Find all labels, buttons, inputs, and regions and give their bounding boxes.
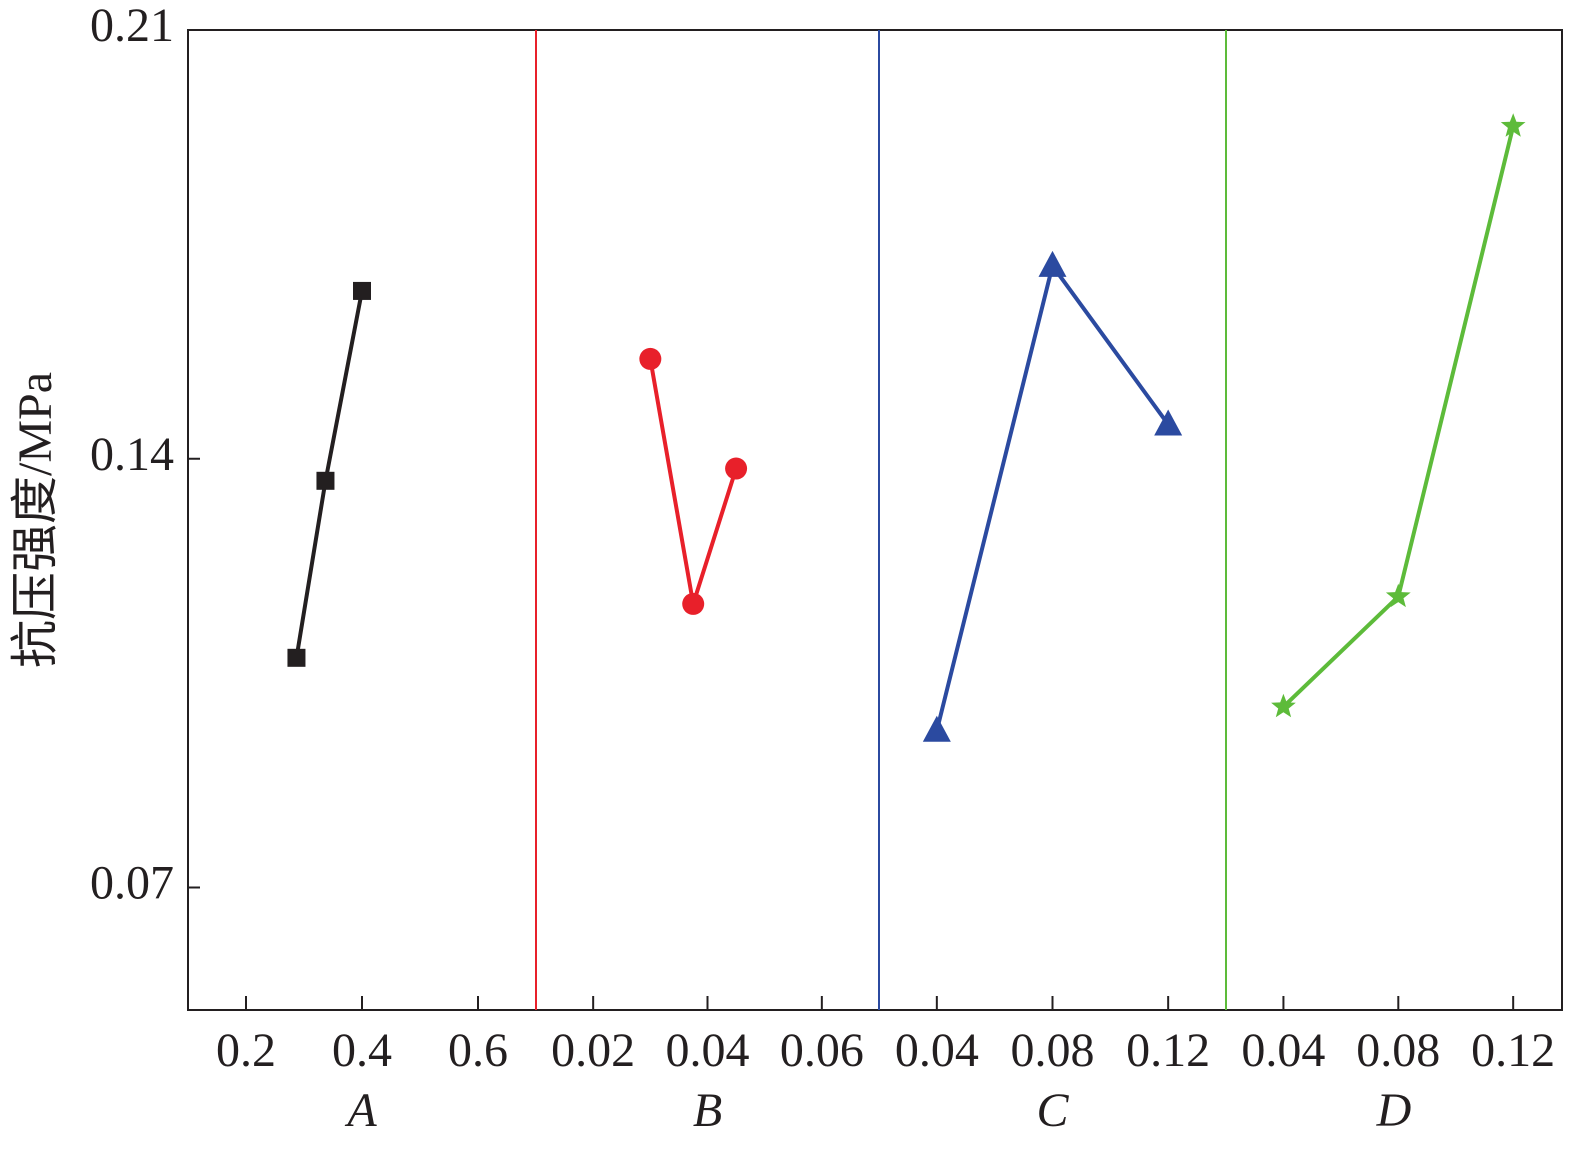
x-tick-label: 0.12 (1126, 1024, 1210, 1077)
data-point (353, 281, 371, 300)
y-tick-label: 0.07 (90, 857, 174, 910)
x-tick-label: 0.4 (332, 1024, 392, 1077)
x-tick-label: 0.08 (1356, 1024, 1440, 1077)
x-axis-label: B (693, 1084, 722, 1137)
series-line (1282, 125, 1516, 709)
x-tick-label: 0.04 (895, 1024, 979, 1077)
y-tick-label: 0.14 (90, 428, 174, 481)
x-tick-label: 0.02 (551, 1024, 635, 1077)
x-tick-label: 0.06 (780, 1024, 864, 1077)
data-point (316, 471, 335, 490)
x-tick-label: 0.2 (216, 1024, 276, 1077)
series-line (648, 358, 739, 605)
y-tick-label: 0.21 (90, 0, 174, 52)
data-point (1385, 583, 1411, 608)
data-point (922, 715, 951, 742)
data-point (1271, 693, 1296, 718)
x-tick-label: 0.6 (448, 1024, 508, 1077)
data-point (1154, 409, 1183, 436)
x-tick-label: 0.12 (1471, 1024, 1555, 1077)
y-axis-label: 抗压强度/MPa (9, 372, 62, 668)
data-point (287, 648, 306, 667)
data-point (725, 457, 748, 480)
x-tick-label: 0.04 (666, 1024, 750, 1077)
x-axis-label: A (344, 1084, 377, 1137)
x-axis-label: D (1376, 1084, 1412, 1137)
data-point (639, 347, 662, 370)
x-tick-label: 0.04 (1241, 1024, 1325, 1077)
data-point (1038, 250, 1067, 277)
data-point (1500, 113, 1526, 137)
plot-frame (187, 29, 1563, 1011)
x-axis-label: C (1036, 1084, 1069, 1137)
data-point (682, 592, 705, 615)
series-line (934, 261, 1170, 732)
x-tick-label: 0.08 (1011, 1024, 1095, 1077)
